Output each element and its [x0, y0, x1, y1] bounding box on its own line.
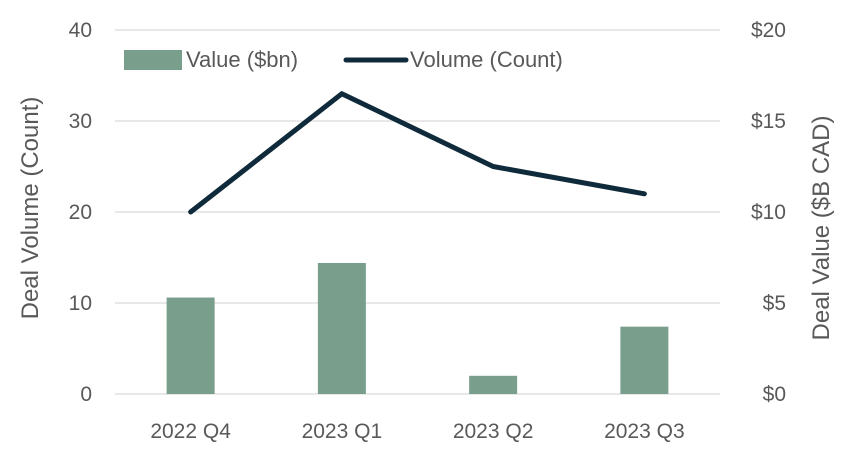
bar: [620, 326, 669, 394]
left-tick-label: 20: [69, 201, 92, 224]
x-axis-ticks: 2022 Q4 2023 Q1 2023 Q2 2023 Q3: [150, 420, 684, 443]
right-tick-label: $10: [751, 201, 786, 224]
legend-label-value: Value ($bn): [186, 47, 298, 72]
bar: [469, 375, 518, 394]
right-tick-label: $20: [751, 19, 786, 42]
left-tick-label: 0: [80, 383, 92, 406]
legend-swatch-value: [124, 50, 182, 70]
bar-series: [166, 262, 669, 394]
x-tick-label: 2022 Q4: [150, 420, 231, 443]
line-series: [188, 91, 647, 215]
x-tick-label: 2023 Q1: [302, 420, 383, 443]
bar: [166, 297, 215, 394]
left-tick-label: 30: [69, 110, 92, 133]
right-axis-title: Deal Value ($B CAD): [808, 116, 835, 341]
bar: [317, 262, 366, 394]
left-axis-title: Deal Volume (Count): [17, 97, 44, 320]
right-tick-label: $15: [751, 110, 786, 133]
volume-line: [188, 91, 647, 215]
gridlines: [115, 29, 720, 395]
left-tick-label: 10: [69, 292, 92, 315]
legend-label-volume: Volume (Count): [410, 47, 563, 72]
x-tick-label: 2023 Q3: [604, 420, 685, 443]
left-tick-label: 40: [69, 19, 92, 42]
legend: Value ($bn) Volume (Count): [124, 47, 563, 72]
right-tick-label: $5: [763, 292, 786, 315]
right-tick-label: $0: [763, 383, 786, 406]
x-tick-label: 2023 Q2: [453, 420, 534, 443]
right-axis-ticks: $0 $5 $10 $15 $20: [751, 19, 786, 406]
left-axis-ticks: 0 10 20 30 40: [69, 19, 92, 406]
